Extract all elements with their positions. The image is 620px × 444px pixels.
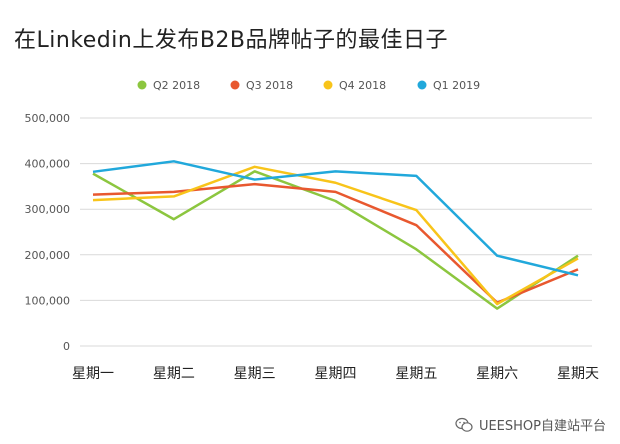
legend-label: Q3 2018 bbox=[246, 79, 293, 92]
series-line bbox=[92, 160, 579, 277]
watermark: UEESHOP自建站平台 bbox=[455, 415, 606, 434]
grid-lines bbox=[80, 117, 592, 347]
legend-marker bbox=[230, 80, 240, 90]
series-lines bbox=[92, 160, 579, 310]
x-tick-label: 星期天 bbox=[557, 366, 599, 382]
watermark-text: UEESHOP自建站平台 bbox=[478, 419, 606, 434]
y-tick-label: 0 bbox=[63, 340, 70, 353]
legend: Q2 2018 Q3 2018 Q4 2018 Q1 2019 bbox=[137, 79, 480, 92]
x-tick-label: 星期一 bbox=[72, 366, 114, 382]
legend-marker bbox=[323, 80, 333, 90]
legend-marker bbox=[417, 80, 427, 90]
x-tick-label: 星期四 bbox=[315, 366, 357, 382]
x-tick-label: 星期六 bbox=[476, 366, 518, 382]
y-axis-ticks: 0 100,000 200,000 300,000 400,000 500,000 bbox=[25, 112, 71, 353]
legend-label: Q1 2019 bbox=[433, 79, 480, 92]
x-tick-label: 星期五 bbox=[395, 366, 437, 382]
y-tick-label: 300,000 bbox=[25, 203, 71, 216]
y-tick-label: 400,000 bbox=[25, 158, 71, 171]
legend-label: Q4 2018 bbox=[339, 79, 386, 92]
wechat-icon bbox=[455, 417, 473, 432]
legend-marker bbox=[137, 80, 147, 90]
y-tick-label: 500,000 bbox=[25, 112, 71, 125]
x-axis-ticks: 星期一 星期二 星期三 星期四 星期五 星期六 星期天 bbox=[72, 366, 599, 382]
x-tick-label: 星期三 bbox=[234, 366, 276, 382]
y-tick-label: 100,000 bbox=[25, 294, 71, 307]
series-line bbox=[92, 170, 579, 310]
x-tick-label: 星期二 bbox=[153, 366, 195, 382]
y-tick-label: 200,000 bbox=[25, 249, 71, 262]
chart-title: 在Linkedin上发布B2B品牌帖子的最佳日子 bbox=[14, 28, 449, 53]
series-line bbox=[92, 165, 579, 306]
legend-label: Q2 2018 bbox=[153, 79, 200, 92]
